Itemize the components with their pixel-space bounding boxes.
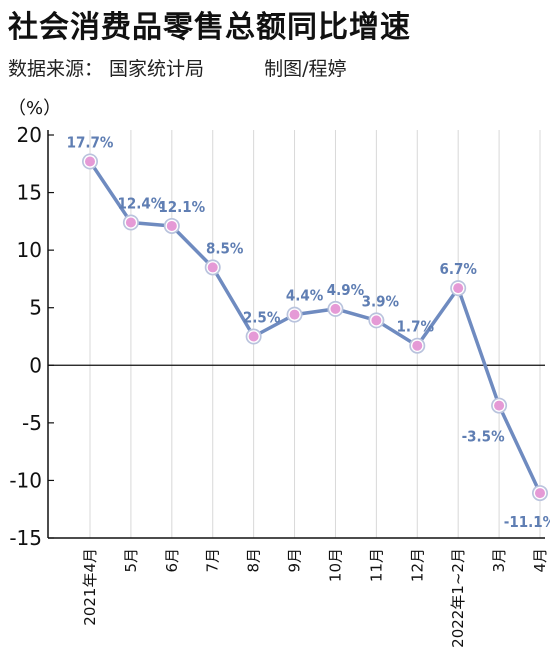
data-labels: 17.7% 12.4%12.1% 8.5% 2.5% 4.4% 4.9%3.9% 1.7% 6… (67, 133, 550, 531)
data-point-dot (248, 331, 259, 342)
data-point (245, 328, 262, 345)
y-unit-label: （%） (8, 98, 61, 119)
data-point (204, 259, 221, 276)
x-tick-label: 2022年1~2月 (449, 548, 467, 648)
data-point-dot (453, 283, 464, 294)
grid-lines (89, 130, 541, 538)
data-label: -3.5% (462, 428, 506, 446)
y-tick-label: 10 (17, 238, 42, 262)
data-source: 数据来源： 国家统计局 (8, 58, 205, 80)
chart-title: 社会消费品零售总额同比增速 (8, 10, 411, 45)
y-tick-label: 20 (17, 123, 42, 147)
y-tick-label: -5 (22, 411, 42, 435)
y-tick-label: -15 (9, 526, 42, 550)
x-tick-label: 3月 (490, 548, 508, 573)
data-label: 2.5% (243, 309, 281, 327)
y-tick-label: -10 (9, 468, 42, 492)
source-line: 数据来源： 国家统计局 制图/程婷 (8, 54, 347, 81)
data-point (532, 485, 548, 502)
data-label: 6.7% (439, 260, 477, 278)
data-point-dot (207, 262, 218, 273)
x-tick-label: 8月 (245, 548, 263, 573)
data-point-dot (330, 303, 341, 314)
axes (47, 130, 545, 539)
y-tick-label: 0 (29, 353, 42, 377)
x-tick-label: 7月 (204, 548, 222, 573)
data-label: 4.9% (327, 281, 365, 299)
data-label: 1.7% (397, 318, 435, 336)
x-tick-label: 6月 (163, 548, 181, 573)
x-tick-labels: 2021年4月 5月 6月 7月 8月 9月 10月 11月 12月 2022年1~2月 3月 4月 (81, 548, 549, 648)
data-point (409, 337, 426, 354)
x-tick-label: 4月 (531, 548, 549, 573)
data-label: -11.1% (504, 513, 550, 531)
data-label: 17.7% (67, 133, 114, 151)
data-label: 12.4% (117, 195, 164, 213)
data-point (163, 217, 180, 234)
data-label: 8.5% (206, 239, 244, 257)
x-tick-label: 10月 (326, 548, 344, 582)
data-point (368, 312, 385, 329)
data-point (82, 153, 98, 170)
data-point-dot (166, 220, 177, 231)
data-label: 12.1% (158, 198, 205, 216)
data-point-dot (85, 156, 95, 167)
data-point (122, 214, 139, 231)
data-point (491, 397, 508, 414)
x-tick-label: 11月 (367, 548, 385, 582)
data-point-dot (125, 217, 136, 228)
data-point-dot (371, 315, 382, 326)
y-tick-labels: 20 15 10 5 0 -5 -10 -15 (9, 123, 54, 550)
data-label: 3.9% (362, 292, 400, 310)
data-point-dot (412, 340, 423, 351)
y-tick-label: 15 (17, 181, 42, 205)
y-tick-label: 5 (29, 296, 42, 320)
data-point (450, 280, 467, 297)
data-point (327, 300, 344, 317)
x-tick-label: 12月 (408, 548, 426, 582)
data-point-dot (535, 488, 545, 499)
chart-credit: 制图/程婷 (264, 58, 347, 80)
x-tick-label: 5月 (122, 548, 140, 573)
data-label: 4.4% (286, 287, 324, 305)
x-tick-label: 9月 (286, 548, 304, 573)
data-points (82, 153, 548, 502)
data-point-dot (494, 400, 505, 411)
x-tick-label: 2021年4月 (81, 548, 99, 626)
data-point (286, 306, 303, 323)
data-point-dot (289, 309, 300, 320)
